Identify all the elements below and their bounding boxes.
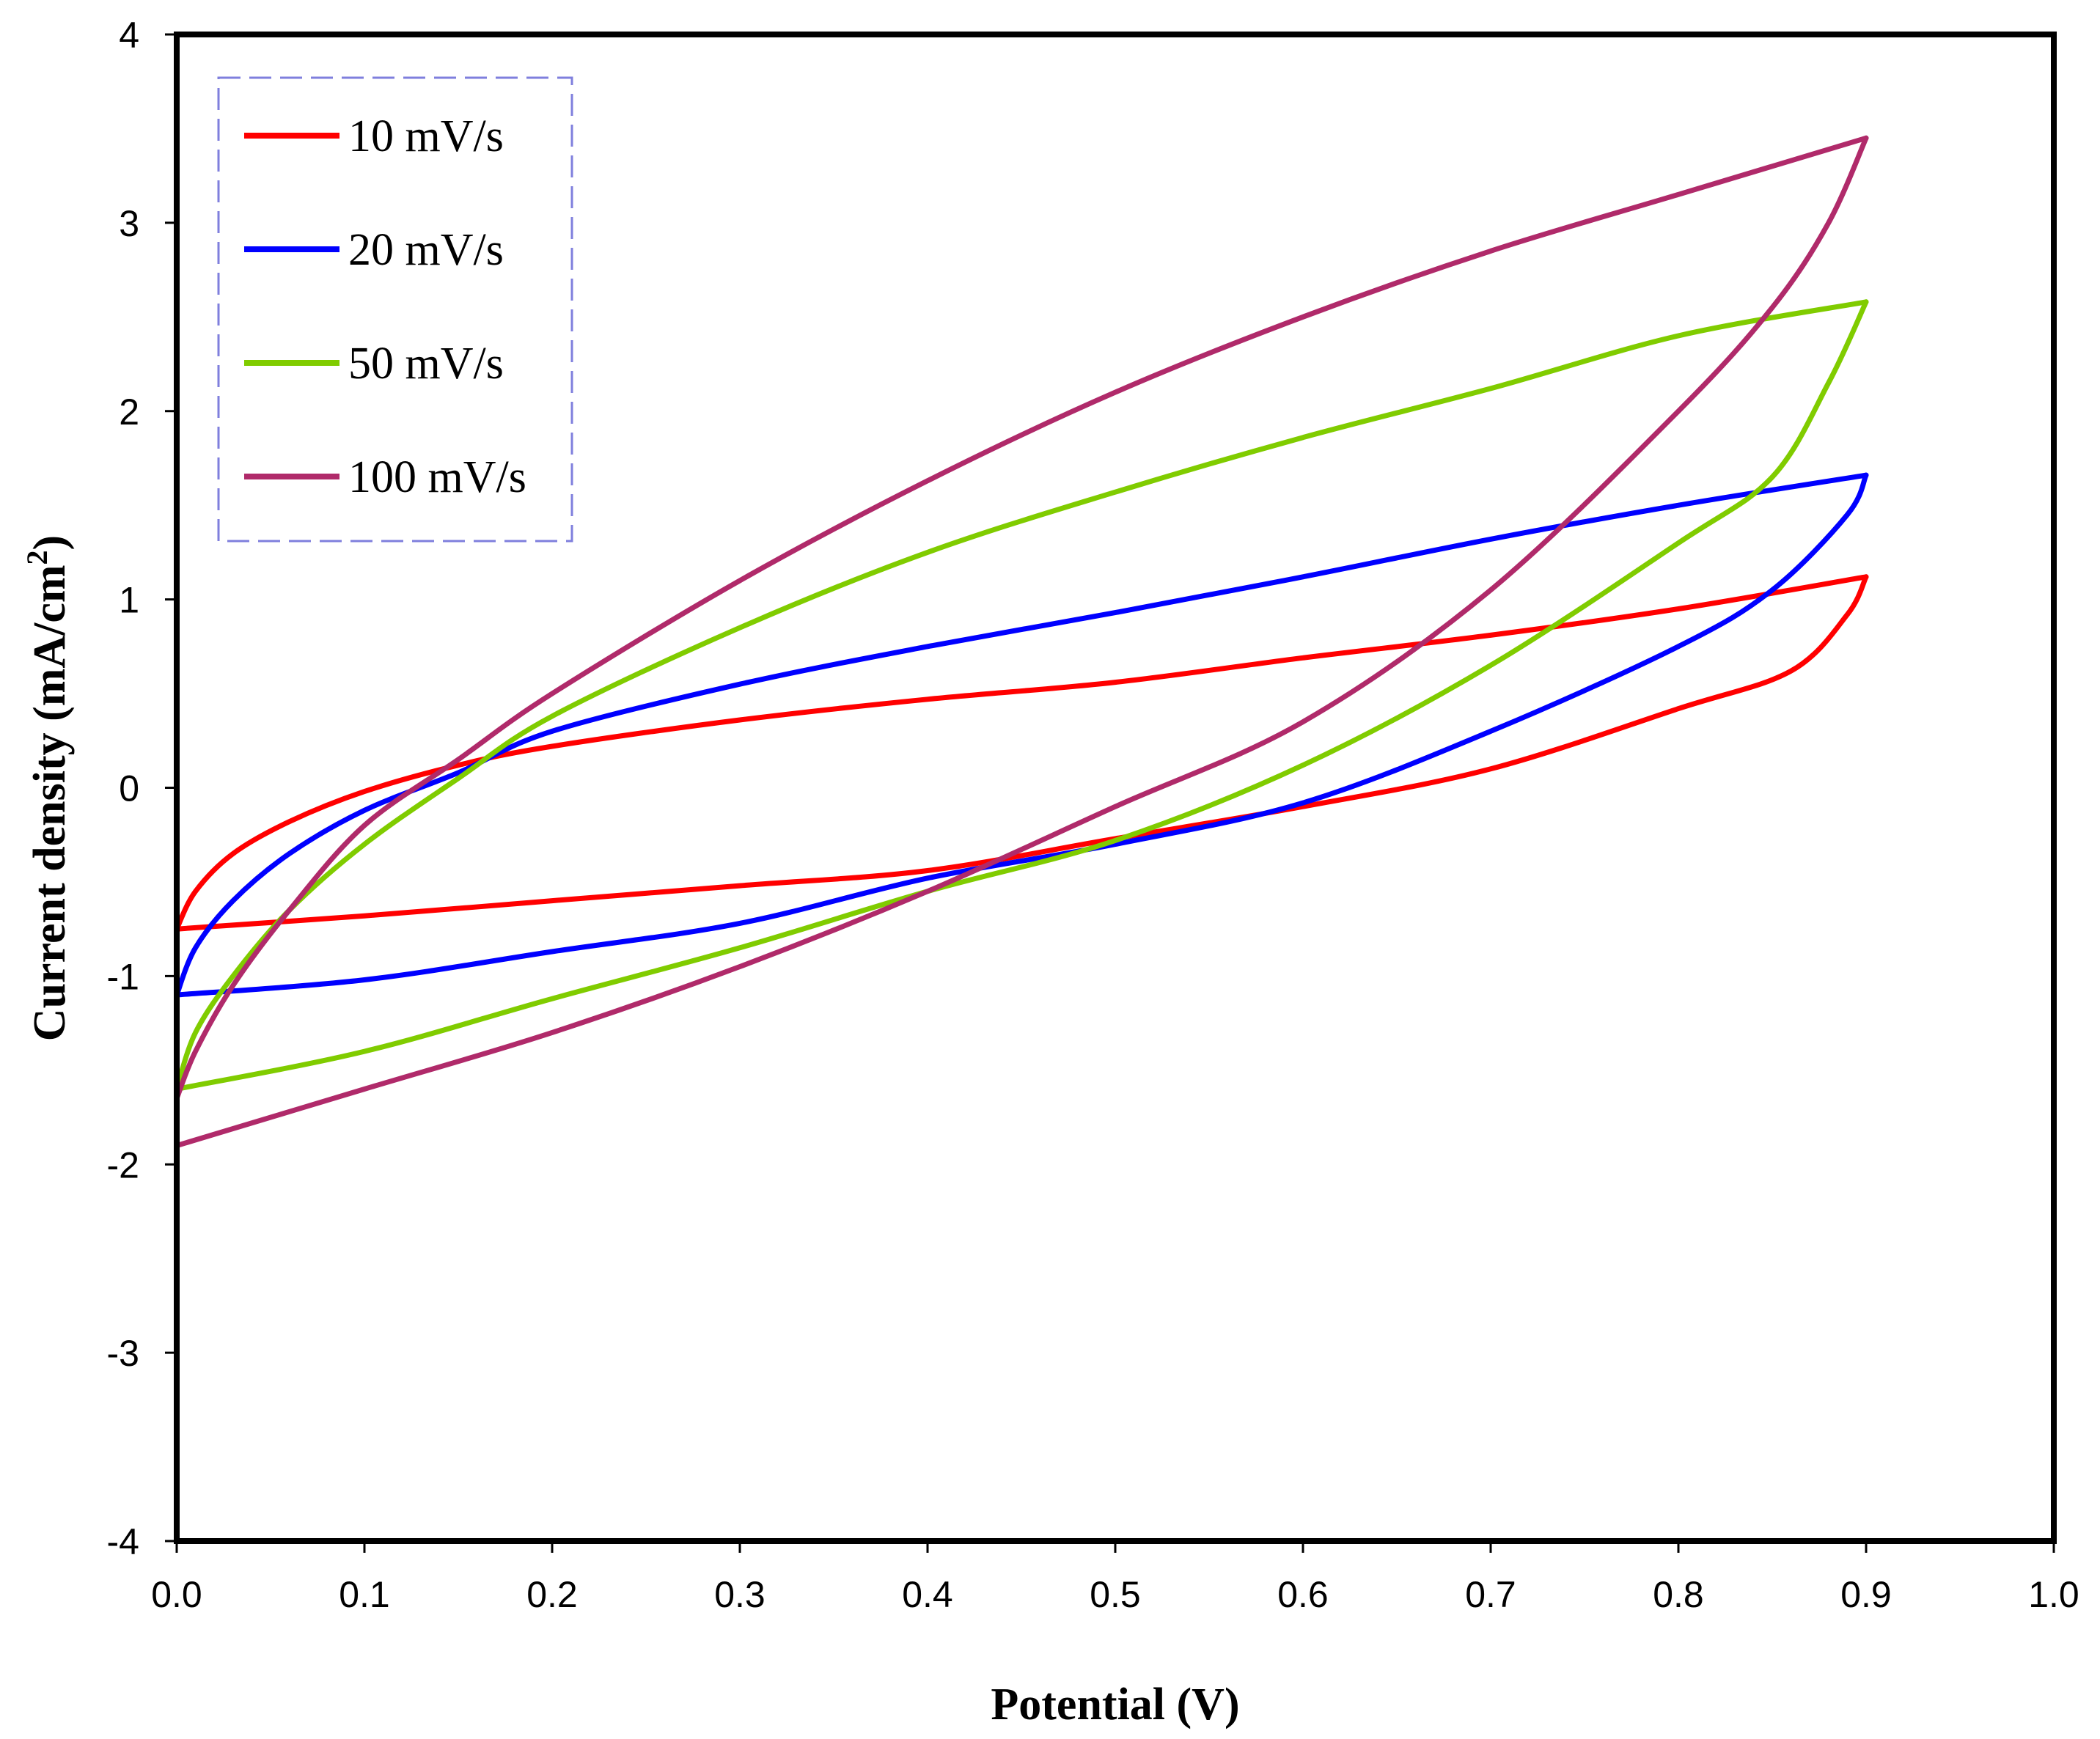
x-tick-label: 0.3 [714,1574,766,1615]
y-axis-title-main: Current density (mA/cm [25,565,75,1041]
x-tick-label: 0.9 [1840,1574,1892,1615]
y-tick-label: 3 [119,203,139,244]
x-tick-label: 1.0 [2028,1574,2079,1615]
legend-label-20-mv-s: 20 mV/s [348,225,504,275]
x-tick-label: 0.4 [902,1574,953,1615]
legend-label-100-mv-s: 100 mV/s [348,452,526,502]
plot-area [174,135,1869,1149]
y-tick-label: -4 [107,1521,139,1562]
x-tick-label: 0.1 [339,1574,390,1615]
x-tick-label: 0.5 [1090,1574,1141,1615]
series-20-mv-s-forward-sweep [174,472,1869,998]
y-tick-label: 0 [119,768,139,809]
y-tick-label: -1 [107,956,139,997]
legend-label-10-mv-s: 10 mV/s [348,111,504,161]
series-20-mv-s-reverse-sweep [174,472,1869,998]
y-tick-label: 2 [119,391,139,433]
y-axis-title-close: ) [25,535,75,551]
x-tick-label: 0.8 [1653,1574,1704,1615]
series-100-mv-s-forward-sweep [174,135,1869,1101]
y-axis: 4 3 2 1 0 -1 -2 -3 -4 [107,15,177,1562]
y-tick-label: 1 [119,580,139,621]
x-tick-label: 0.6 [1277,1574,1329,1615]
y-tick-label: -3 [107,1333,139,1374]
x-tick-label: 0.2 [526,1574,578,1615]
y-tick-label: -2 [107,1144,139,1185]
y-tick-label: 4 [119,15,139,56]
x-tick-label: 0.7 [1465,1574,1516,1615]
legend: 10 mV/s 20 mV/s 50 mV/s 100 mV/s [217,76,573,543]
series-10-mv-s-forward-sweep [174,574,1869,932]
series-100-mv-s-reverse-sweep [174,135,1869,1149]
legend-box [217,76,573,543]
y-axis-title: Current density (mA/cm2) [21,535,75,1041]
series-50-mv-s-reverse-sweep [174,299,1869,1092]
x-tick-label: 0.0 [151,1574,202,1615]
y-axis-title-superscript: 2 [21,550,54,565]
x-axis: 0.0 0.1 0.2 0.3 0.4 0.5 0.6 0.7 0.8 0.9 1.0 [151,1541,2079,1615]
x-axis-title: Potential (V) [991,1680,1239,1729]
legend-label-50-mv-s: 50 mV/s [348,339,504,389]
